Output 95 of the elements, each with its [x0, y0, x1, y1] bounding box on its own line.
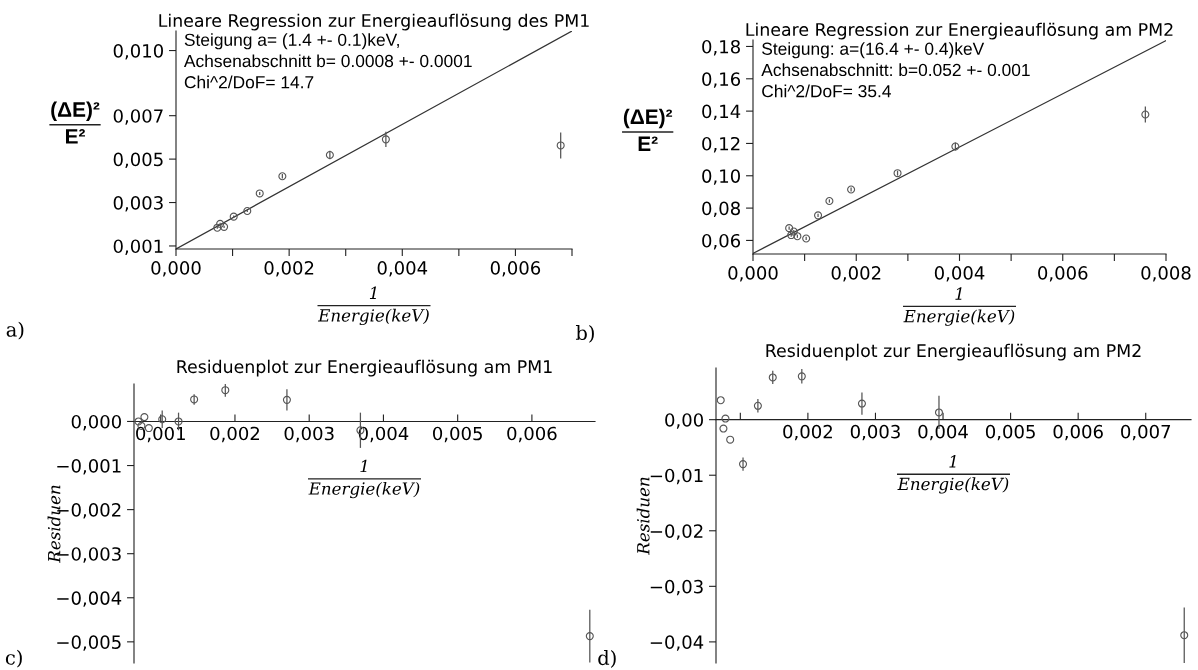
- point: [753, 401, 762, 410]
- point: [221, 386, 230, 395]
- y-axis-title: (ΔE)² E²: [623, 108, 673, 151]
- x-tick-label: 0,003: [850, 424, 900, 441]
- y-tick-label: 0,14: [702, 104, 741, 121]
- x-tick-label: 0,005: [985, 424, 1035, 441]
- point: [278, 172, 287, 181]
- y-tick-label: −0,01: [650, 468, 703, 485]
- x-tick-label: 0,006: [490, 261, 541, 277]
- point: [220, 222, 229, 231]
- y-axis-title: Residuen: [636, 477, 650, 555]
- x-axis-title: 1 Energie(keV): [903, 287, 1015, 326]
- point: [216, 219, 225, 228]
- x-tick-label: 0,000: [728, 266, 778, 282]
- y-tick-label: −0,03: [650, 579, 703, 596]
- y-axis-title: (ΔE)² E²: [51, 101, 100, 144]
- y-tick-label: 0,16: [702, 72, 741, 88]
- y-tick-label: 0,005: [113, 152, 163, 169]
- chart-title: Residuenplot zur Energieauflösung am PM1: [177, 359, 552, 377]
- x-tick-label: 0,004: [377, 261, 428, 277]
- point: [934, 408, 944, 417]
- text: a): [6, 321, 24, 340]
- point: [381, 135, 390, 144]
- point: [738, 460, 748, 469]
- x-axis-title: 1 Energie(keV): [897, 455, 1009, 494]
- x-tick-label: 0,006: [1053, 424, 1103, 441]
- y-tick-label: −0,004: [57, 591, 122, 607]
- point: [721, 414, 730, 423]
- point: [282, 395, 291, 404]
- point: [951, 142, 960, 151]
- point: [1180, 631, 1189, 640]
- x-tick-label: 0,004: [934, 266, 985, 282]
- point: [716, 396, 725, 405]
- x-tick-label: 0,001: [136, 426, 185, 443]
- point: [255, 189, 264, 198]
- y-tick-label: −0,001: [57, 459, 121, 475]
- point: [325, 150, 334, 160]
- x-tick-label: 0,007: [1121, 424, 1171, 441]
- x-axis-title: 1 Energie(keV): [308, 459, 420, 499]
- y-tick-label: 0,08: [702, 201, 740, 218]
- x-tick-label: 0,002: [831, 266, 881, 282]
- point: [814, 211, 823, 220]
- annotation: Steigung a= (1.4 +- 0.1)keV, Achsenabschnitt b= 0.0008 +- 0.0001 Chi^2/DoF= 14.7: [183, 33, 472, 89]
- chart-title: Lineare Regression zur Energieauflösung am PM2: [746, 22, 1173, 40]
- point: [134, 417, 143, 426]
- y-tick-label: −0,04: [650, 635, 704, 651]
- point: [787, 231, 796, 240]
- point: [789, 227, 798, 236]
- point: [785, 224, 794, 233]
- point: [768, 373, 777, 382]
- chart-title: Lineare Regression zur Energieauflösung des PM1: [159, 13, 589, 31]
- point: [857, 399, 866, 408]
- x-tick-label: 0,003: [284, 426, 334, 443]
- point: [825, 196, 834, 206]
- y-tick-label: 0,007: [113, 109, 163, 125]
- y-tick-label: −0,02: [650, 524, 703, 540]
- point: [797, 372, 806, 381]
- annotation: Steigung: a=(16.4 +- 0.4)keV Achsenabschnitt: b=0.052 +- 0.001 Chi^2/DoF= 35.4: [761, 42, 1030, 98]
- point: [213, 223, 222, 232]
- y-tick-label: 0,003: [113, 195, 163, 212]
- y-tick-label: −0,005: [57, 635, 121, 651]
- point: [190, 395, 199, 404]
- x-tick-label: 0,002: [783, 424, 832, 441]
- point: [174, 417, 183, 426]
- x-tick-label: 0,005: [433, 426, 482, 443]
- x-tick-label: 0,000: [151, 261, 201, 277]
- y-tick-label: 0,06: [702, 233, 741, 250]
- chart-title: Residuenplot zur Energieauflösung am PM2: [766, 343, 1141, 361]
- point: [719, 424, 728, 433]
- x-tick-label: 0,006: [1038, 266, 1088, 282]
- x-tick-label: 0,006: [507, 426, 557, 443]
- point: [726, 435, 735, 444]
- text: c): [5, 649, 22, 668]
- point: [1141, 110, 1150, 119]
- x-tick-label: 0,002: [264, 261, 314, 277]
- point: [847, 185, 856, 194]
- y-tick-label: 0,18: [702, 39, 740, 56]
- point: [802, 234, 811, 243]
- point: [243, 206, 252, 216]
- text: d): [598, 650, 616, 668]
- point: [556, 141, 565, 150]
- y-tick-label: 0,12: [702, 136, 740, 153]
- x-tick-label: 0,008: [1141, 266, 1191, 282]
- point: [585, 632, 594, 641]
- point: [158, 415, 167, 424]
- x-axis-title: 1 Energie(keV): [317, 286, 429, 326]
- point: [229, 212, 238, 221]
- y-tick-label: 0,010: [113, 44, 163, 60]
- x-tick-label: 0,002: [210, 426, 259, 443]
- text: b): [575, 325, 594, 343]
- point: [140, 413, 149, 422]
- y-tick-label: 0,001: [113, 239, 163, 255]
- y-tick-label: 0,10: [702, 169, 740, 185]
- y-tick-label: 0,00: [665, 413, 703, 429]
- x-tick-label: 0,004: [918, 424, 968, 441]
